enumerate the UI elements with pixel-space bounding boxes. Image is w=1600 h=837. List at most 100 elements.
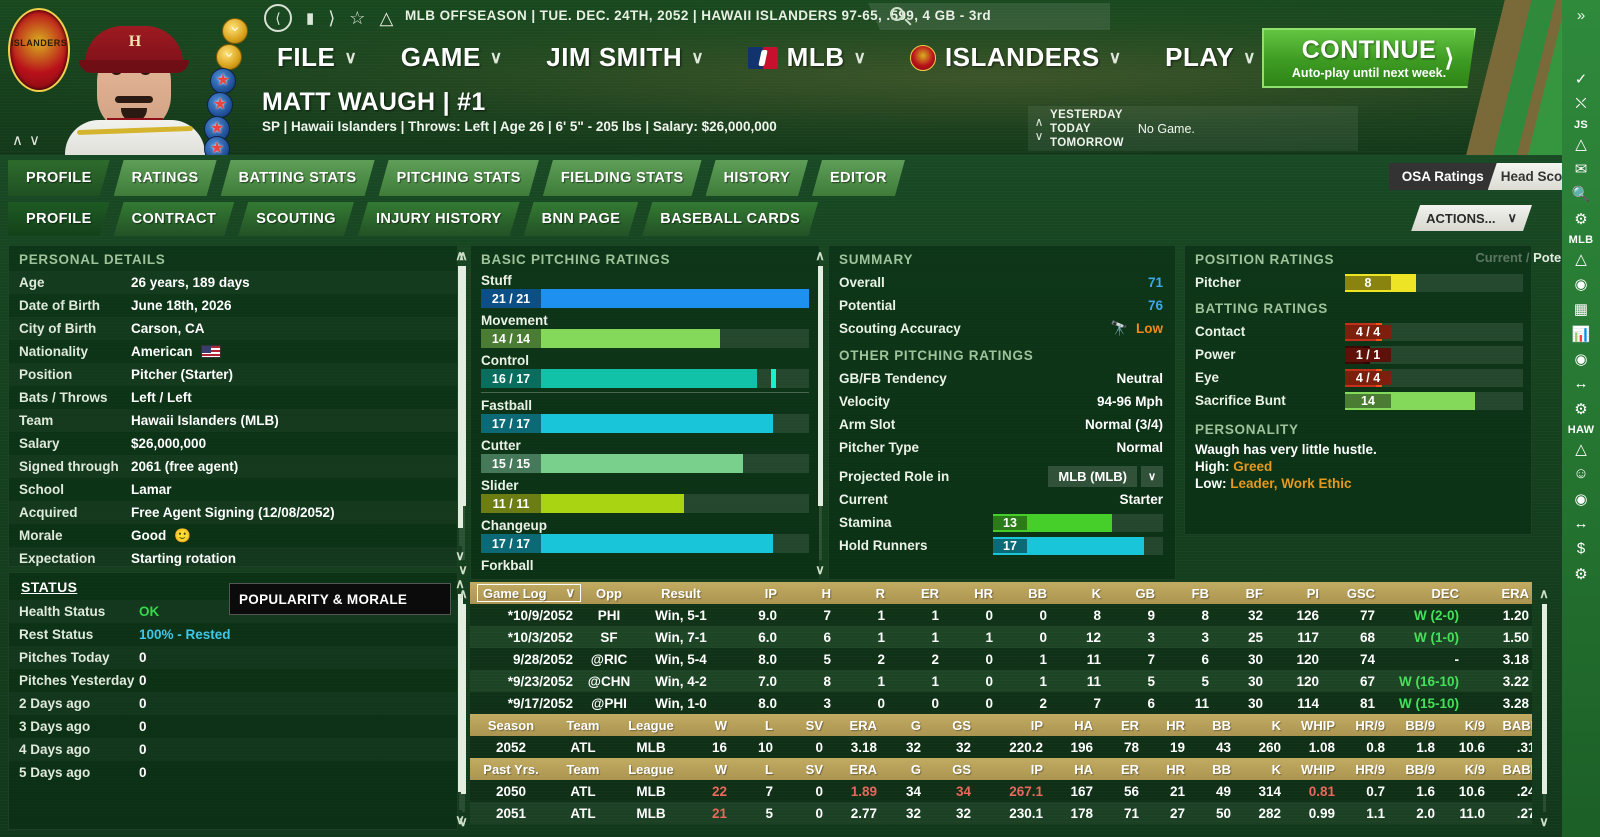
menu-islanders[interactable]: ISLANDERS ∨ (888, 42, 1143, 73)
column-header[interactable]: BB (1192, 714, 1238, 736)
search-box[interactable] (868, 3, 1110, 30)
game-log-selector[interactable]: Game Log ∨ (470, 582, 581, 604)
search-icon[interactable]: 🔍 (1571, 185, 1591, 203)
column-header[interactable]: Result (638, 582, 724, 604)
chevron-up-icon[interactable]: ∧ (1034, 114, 1044, 129)
card-icon[interactable]: ▦ (1573, 300, 1589, 318)
pitching-ratings-scrollbar-left[interactable]: ∧ ∨ (455, 248, 471, 578)
subtab-bnn-page[interactable]: BNN PAGE (524, 202, 639, 236)
scroll-track[interactable] (457, 266, 463, 546)
column-header[interactable]: BABIP (1492, 758, 1532, 780)
column-header[interactable]: BABIP (1492, 714, 1532, 736)
tab-editor[interactable]: EDITOR (812, 160, 905, 196)
scroll-track[interactable] (1541, 604, 1547, 812)
home-icon[interactable]: △ (379, 8, 394, 28)
column-header[interactable]: ER (1100, 714, 1146, 736)
column-header[interactable]: WHIP (1288, 758, 1342, 780)
column-header[interactable]: K/9 (1442, 758, 1492, 780)
column-header[interactable]: ER (892, 582, 946, 604)
tables-scrollbar[interactable]: ∧ ∨ (1536, 586, 1552, 830)
tab-history[interactable]: HISTORY (706, 160, 808, 196)
scroll-track[interactable] (457, 594, 463, 810)
home-icon[interactable]: △ (1575, 135, 1587, 153)
scroll-down-icon[interactable]: ∨ (455, 548, 465, 563)
scroll-up-icon[interactable]: ∧ (455, 248, 465, 263)
column-header[interactable]: K (1054, 582, 1108, 604)
globe-icon[interactable]: ⛌ (1575, 95, 1587, 112)
column-header[interactable]: K/9 (1442, 714, 1492, 736)
scroll-up-icon[interactable]: ∧ (458, 586, 468, 601)
subtab-profile[interactable]: PROFILE (8, 202, 110, 236)
column-header[interactable]: Team (552, 758, 614, 780)
lineup-icon[interactable]: ☺ (1573, 465, 1589, 482)
column-header[interactable]: ERA (830, 758, 884, 780)
column-header[interactable]: BB/9 (1392, 758, 1442, 780)
column-header[interactable]: R (838, 582, 892, 604)
column-header[interactable]: BB (1192, 758, 1238, 780)
column-header[interactable]: HR (1146, 714, 1192, 736)
mail-icon[interactable]: ✉ (1574, 160, 1588, 178)
column-header[interactable]: GSC (1326, 582, 1382, 604)
tables-scrollbar-left[interactable]: ∧ ∨ (455, 586, 471, 830)
scroll-up-icon[interactable]: ∧ (1539, 586, 1549, 601)
subtab-contract[interactable]: CONTRACT (114, 202, 235, 236)
table-row[interactable]: 2051 ATL MLB 21 5 0 2.77 32 32 230.1 178 71 27 50 282 0… (470, 802, 1532, 824)
column-header[interactable]: WHIP (1288, 714, 1342, 736)
tab-profile[interactable]: PROFILE (8, 160, 110, 196)
toggle-osa-ratings[interactable]: OSA Ratings (1389, 163, 1497, 190)
column-header[interactable]: GS (928, 758, 978, 780)
table-row[interactable]: *10/9/2052 PHI Win, 5-1 9.0 7 1 1 0 0 8 9 8 32 126 77 W… (470, 604, 1532, 626)
table-row[interactable]: 2052 ATL MLB 16 10 0 3.18 32 32 220.2 196 78 19 43 260… (470, 736, 1532, 758)
column-header[interactable]: ERA (1466, 582, 1532, 604)
home-icon[interactable]: △ (1575, 440, 1587, 458)
column-header[interactable]: HA (1050, 758, 1100, 780)
home-icon[interactable]: △ (1575, 250, 1587, 268)
table-row[interactable]: *9/17/2052 @PHI Win, 1-0 8.0 3 0 0 0 2 7 6 11 30 114 8… (470, 692, 1532, 714)
tab-fielding-stats[interactable]: FIELDING STATS (543, 160, 702, 196)
column-header[interactable]: DEC (1382, 582, 1466, 604)
column-header[interactable]: ER (1100, 758, 1146, 780)
column-header[interactable]: L (734, 714, 780, 736)
subtab-scouting[interactable]: SCOUTING (238, 202, 354, 236)
column-header[interactable]: SV (780, 714, 830, 736)
trade-icon[interactable]: ↔ (1573, 375, 1589, 392)
table-row[interactable]: 9/28/2052 @RIC Win, 5-4 8.0 5 2 2 0 1 11 7 6 30 120 74… (470, 648, 1532, 670)
column-header[interactable]: K (1238, 758, 1288, 780)
check-icon[interactable]: ✓ (1574, 70, 1588, 88)
column-header[interactable]: Opp (580, 582, 638, 604)
column-header[interactable]: W (688, 714, 734, 736)
back-circle-icon[interactable]: ⟨ (264, 4, 292, 32)
column-header[interactable]: FB (1162, 582, 1216, 604)
trade-icon[interactable]: ↔ (1573, 515, 1589, 532)
tab-batting-stats[interactable]: BATTING STATS (221, 160, 375, 196)
portrait-nav-arrows[interactable]: ∧∨ (12, 132, 46, 149)
scroll-down-icon[interactable]: ∨ (458, 562, 468, 577)
menu-play[interactable]: PLAY ∨ (1143, 42, 1277, 73)
dollar-icon[interactable]: $ (1576, 540, 1586, 557)
search-input[interactable] (914, 9, 1110, 24)
scroll-thumb[interactable] (457, 266, 463, 528)
chevron-down-icon[interactable]: ∨ (1141, 466, 1163, 487)
column-header[interactable]: W (688, 758, 734, 780)
column-header[interactable]: BB/9 (1392, 714, 1442, 736)
column-header[interactable]: HA (1050, 714, 1100, 736)
gear-icon[interactable]: ⚙ (1574, 210, 1588, 228)
menu-game[interactable]: GAME ∨ (379, 42, 524, 73)
menu-manager[interactable]: JIM SMITH ∨ (524, 42, 725, 73)
menu-file[interactable]: FILE ∨ (255, 42, 379, 73)
scroll-up-icon[interactable]: ∧ (455, 576, 465, 591)
eye-icon[interactable]: ◉ (1574, 275, 1588, 293)
tablet-icon[interactable]: ▮ (306, 9, 315, 27)
scroll-down-icon[interactable]: ∨ (815, 562, 825, 577)
column-header[interactable]: IP (724, 582, 784, 604)
column-header[interactable]: BF (1216, 582, 1270, 604)
subtab-injury-history[interactable]: INJURY HISTORY (358, 202, 520, 236)
scroll-thumb[interactable] (1541, 604, 1547, 794)
projected-role-select[interactable]: MLB (MLB) (1048, 466, 1137, 487)
column-header[interactable]: G (884, 714, 928, 736)
scroll-up-icon[interactable]: ∧ (458, 248, 468, 263)
status-scrollbar[interactable]: ∧ ∨ (452, 576, 468, 828)
column-header[interactable]: SV (780, 758, 830, 780)
column-header[interactable]: G (884, 758, 928, 780)
column-header[interactable]: Season (470, 714, 552, 736)
